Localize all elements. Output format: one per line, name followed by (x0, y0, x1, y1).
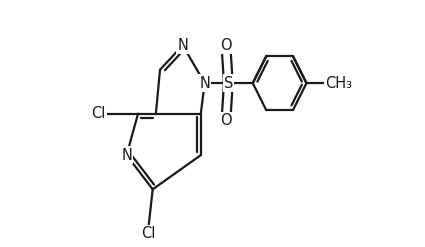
Text: Cl: Cl (91, 106, 105, 121)
Text: N: N (121, 148, 132, 163)
Text: O: O (220, 38, 232, 53)
Text: N: N (199, 76, 210, 91)
Text: S: S (224, 76, 233, 91)
Text: O: O (220, 113, 232, 128)
Text: CH₃: CH₃ (325, 76, 352, 91)
Text: N: N (177, 38, 188, 53)
Text: Cl: Cl (142, 226, 156, 241)
